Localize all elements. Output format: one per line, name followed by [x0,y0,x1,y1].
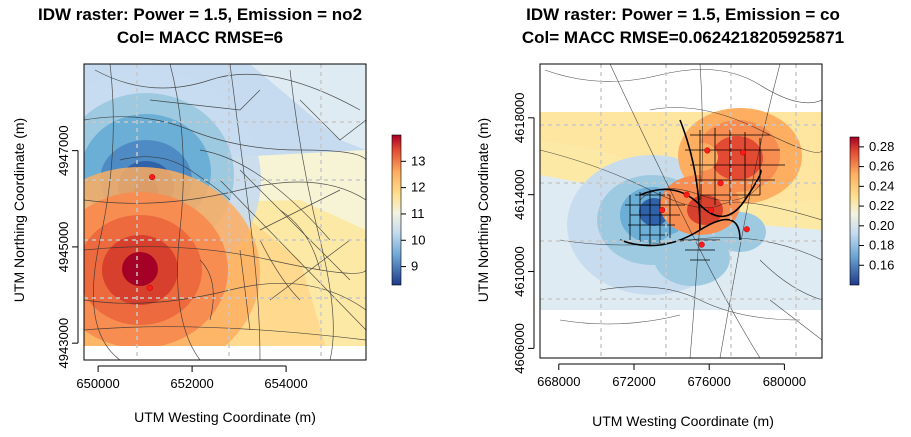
colorbar [391,134,402,286]
y-tick-label: 4606000 [512,323,527,374]
station-point [659,206,666,214]
colorbar-tick-label: 0.20 [869,218,894,233]
x-axis-label: UTM Westing Coordinate (m) [134,409,316,425]
station-point [698,241,705,248]
urban-road-mesh [625,128,785,261]
colorbar-tick-label: 0.18 [869,238,894,253]
colorbar-tick-label: 0.22 [869,198,894,213]
chart-title-line2: Col= MACC RMSE=6 [117,28,283,47]
station-points [659,147,750,248]
x-tick-label: 672000 [612,374,655,389]
x-axis-label: UTM Westing Coordinate (m) [592,413,774,429]
station-point [743,226,750,233]
x-axis: 668000 672000 676000 680000 [537,363,806,389]
station-points [146,174,156,291]
station-point [149,174,156,181]
grid-lines [540,64,822,358]
colorbar-ticks: 9 10 11 12 13 [401,153,425,274]
x-tick-label: 650000 [76,376,119,391]
x-axis: 650000 652000 654000 [76,365,308,391]
station-point [717,180,724,187]
station-point [708,206,715,214]
chart-co: IDW raster: Power = 1.5, Emission = co C… [475,5,894,429]
colorbar-tick-label: 0.26 [869,159,894,174]
colorbar [849,136,860,286]
colorbar-tick-label: 13 [411,153,425,168]
colorbar-tick-label: 0.28 [869,139,894,154]
road-network [540,64,822,358]
y-tick-label: 4945000 [56,222,71,273]
ring-road [619,119,762,247]
chart-title-line2: Col= MACC RMSE=0.0624218205925871 [522,28,844,47]
chart-title-line1: IDW raster: Power = 1.5, Emission = no2 [38,5,362,24]
station-point [704,147,711,154]
colorbar-tick-label: 12 [411,180,425,195]
plot-border [83,63,367,361]
colorbar-tick-label: 11 [411,206,425,221]
x-tick-label: 680000 [763,374,806,389]
y-axis-label: UTM Northing Coordinate (m) [475,118,491,302]
colorbar-tick-label: 10 [411,232,425,247]
chart-no2: IDW raster: Power = 1.5, Emission = no2 … [11,5,425,425]
x-tick-label: 676000 [688,374,731,389]
y-tick-label: 4614000 [512,169,527,220]
y-tick-label: 4943000 [56,318,71,369]
x-tick-label: 652000 [170,376,213,391]
station-point [683,191,690,198]
y-axis: 4943000 4945000 4947000 [56,125,79,369]
colorbar-tick-label: 0.24 [869,178,894,193]
y-tick-label: 4947000 [56,125,71,176]
y-tick-label: 4618000 [512,92,527,143]
station-point [146,284,153,291]
y-tick-label: 4610000 [512,246,527,297]
x-tick-label: 668000 [537,374,580,389]
plot-border [539,63,823,359]
grid-lines [84,64,366,360]
colorbar-tick-label: 0.16 [869,257,894,272]
raster-layer [84,64,366,360]
x-tick-label: 654000 [264,376,307,391]
chart-title-line1: IDW raster: Power = 1.5, Emission = co [526,5,840,24]
y-axis: 4606000 4610000 4614000 4618000 [512,92,535,374]
station-point [739,149,747,156]
y-axis-label: UTM Northing Coordinate (m) [11,118,27,302]
colorbar-tick-label: 9 [411,259,418,274]
colorbar-ticks: 0.16 0.18 0.20 0.22 0.24 0.26 0.28 [859,139,894,272]
raster-layer [540,64,822,358]
